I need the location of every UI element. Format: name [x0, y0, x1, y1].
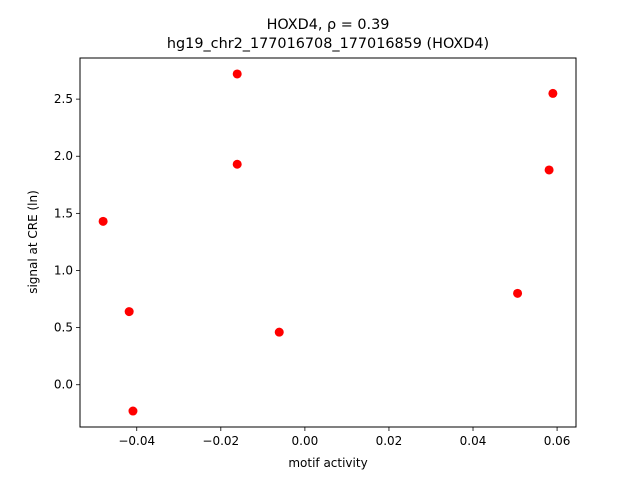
y-tick-label: 1.0 [54, 263, 73, 277]
data-point [124, 307, 134, 317]
x-tick-label: 0.02 [376, 434, 403, 448]
data-point [98, 216, 108, 226]
y-tick-label: 2.0 [54, 149, 73, 163]
data-point [274, 327, 284, 337]
y-tick-label: 1.5 [54, 206, 73, 220]
x-tick-label: −0.02 [202, 434, 239, 448]
x-tick-label: 0.06 [544, 434, 571, 448]
data-point [513, 288, 523, 298]
x-tick-label: 0.00 [292, 434, 319, 448]
x-axis-label: motif activity [288, 456, 367, 470]
y-tick-label: 0.5 [54, 321, 73, 335]
y-tick-label: 2.5 [54, 92, 73, 106]
data-points [98, 69, 558, 416]
data-point [128, 406, 138, 416]
x-tick-label: −0.04 [118, 434, 155, 448]
data-point [544, 165, 554, 175]
chart-title-line2: hg19_chr2_177016708_177016859 (HOXD4) [167, 36, 489, 52]
y-axis-label: signal at CRE (ln) [26, 190, 40, 294]
data-point [232, 69, 242, 79]
plot-area-frame [79, 57, 577, 428]
x-axis-ticks: −0.04 −0.02 0.00 0.02 0.04 0.06 [118, 427, 570, 448]
y-tick-label: 0.0 [54, 378, 73, 392]
chart-title-line1: HOXD4, ρ = 0.39 [267, 17, 390, 33]
x-tick-label: 0.04 [460, 434, 487, 448]
data-point [232, 159, 242, 169]
data-point [548, 88, 558, 98]
y-axis-ticks: 0.0 0.5 1.0 1.5 2.0 2.5 [54, 92, 80, 392]
